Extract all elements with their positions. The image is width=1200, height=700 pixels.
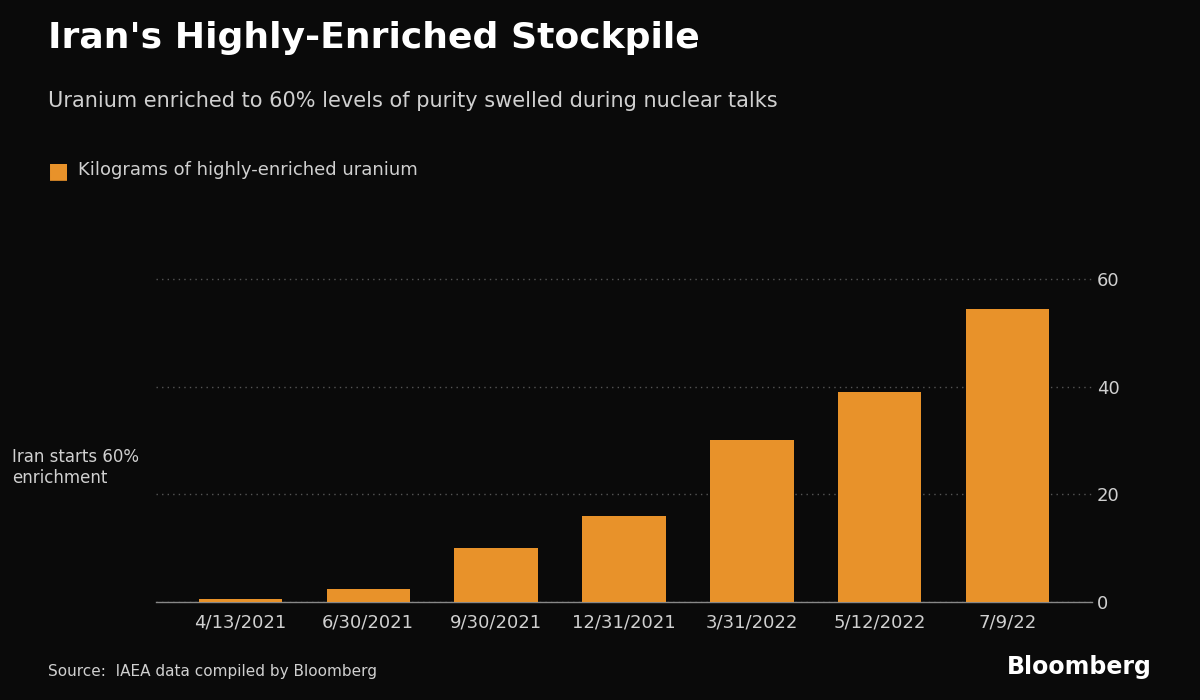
Bar (710, 440, 793, 602)
Text: Iran's Highly-Enriched Stockpile: Iran's Highly-Enriched Stockpile (48, 21, 700, 55)
Text: Source:  IAEA data compiled by Bloomberg: Source: IAEA data compiled by Bloomberg (48, 664, 377, 679)
Text: Iran starts 60%
enrichment: Iran starts 60% enrichment (12, 448, 139, 486)
Bar (582, 516, 666, 602)
Bar (839, 392, 922, 602)
Text: ■: ■ (48, 161, 70, 181)
Text: Bloomberg: Bloomberg (1007, 655, 1152, 679)
Bar (326, 589, 409, 602)
Text: Uranium enriched to 60% levels of purity swelled during nuclear talks: Uranium enriched to 60% levels of purity… (48, 91, 778, 111)
Bar (455, 548, 538, 602)
Bar (198, 599, 282, 602)
Bar (966, 309, 1050, 602)
Text: Kilograms of highly-enriched uranium: Kilograms of highly-enriched uranium (78, 161, 418, 179)
